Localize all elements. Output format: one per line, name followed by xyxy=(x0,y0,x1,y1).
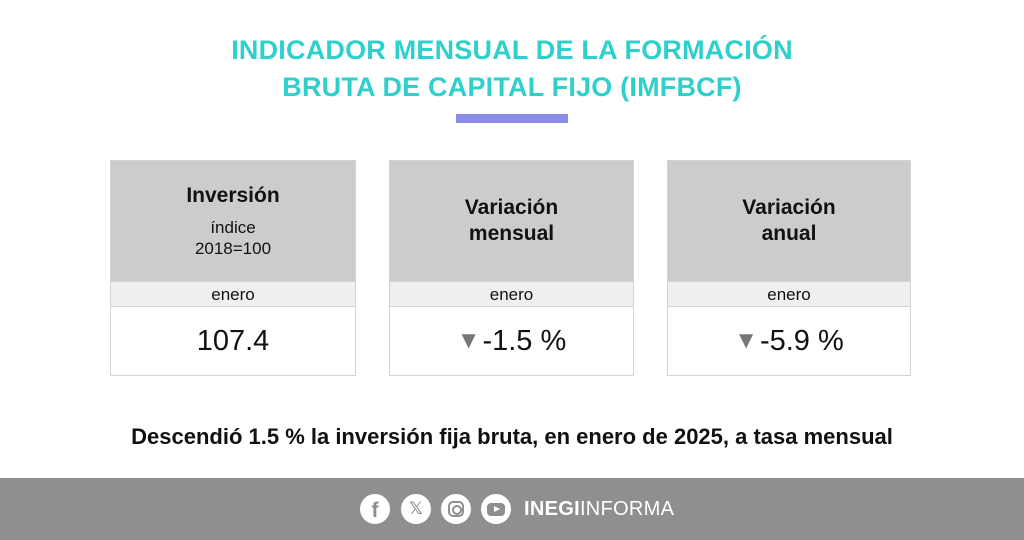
card-heading: Inversión xyxy=(186,184,280,207)
accent-bar xyxy=(456,114,568,123)
x-icon[interactable]: 𝕏 xyxy=(401,494,431,524)
title-line-2: BRUTA DE CAPITAL FIJO (IMFBCF) xyxy=(282,72,742,102)
brand-bold: INEGI xyxy=(524,498,580,520)
brand-logo[interactable]: INEGIINFORMA xyxy=(524,498,674,520)
card-base-year: 2018=100 xyxy=(194,239,272,258)
card-heading-2: anual xyxy=(761,222,817,245)
card-header: Variación anual xyxy=(668,161,910,281)
card-header: Variación mensual xyxy=(390,161,633,281)
card-header: Inversión índice 2018=100 xyxy=(111,161,355,281)
card-value: -5.9 % xyxy=(759,324,844,357)
facebook-icon[interactable]: f xyxy=(360,494,390,524)
card-month: enero xyxy=(668,281,910,307)
card-subheading: índice xyxy=(210,218,256,237)
instagram-icon[interactable] xyxy=(441,494,471,524)
card-month: enero xyxy=(111,281,355,307)
card-heading: Variación xyxy=(464,196,559,219)
down-triangle-icon: ▼ xyxy=(734,327,758,354)
card-inversion: Inversión índice 2018=100 enero 107.4 xyxy=(110,160,356,376)
brand-regular: INFORMA xyxy=(579,498,675,520)
card-value-box: 107.4 xyxy=(111,307,355,375)
card-variacion-anual: Variación anual enero ▼ -5.9 % xyxy=(667,160,911,376)
footer-bar: f 𝕏 INEGIINFORMA xyxy=(0,478,1024,540)
card-value-box: ▼ -1.5 % xyxy=(390,307,633,375)
card-heading: Variación xyxy=(742,196,836,219)
card-heading-2: mensual xyxy=(468,222,555,245)
card-month: enero xyxy=(390,281,633,307)
headline: Descendió 1.5 % la inversión fija bruta,… xyxy=(131,424,893,449)
down-triangle-icon: ▼ xyxy=(456,327,481,354)
title-line-1: INDICADOR MENSUAL DE LA FORMACIÓN xyxy=(231,35,793,65)
card-value-box: ▼ -5.9 % xyxy=(668,307,910,375)
youtube-icon[interactable] xyxy=(481,494,511,524)
page-title: INDICADOR MENSUAL DE LA FORMACIÓN BRUTA … xyxy=(0,32,1024,106)
card-value: 107.4 xyxy=(196,324,270,357)
card-variacion-mensual: Variación mensual enero ▼ -1.5 % xyxy=(389,160,634,376)
card-value: -1.5 % xyxy=(482,324,567,357)
